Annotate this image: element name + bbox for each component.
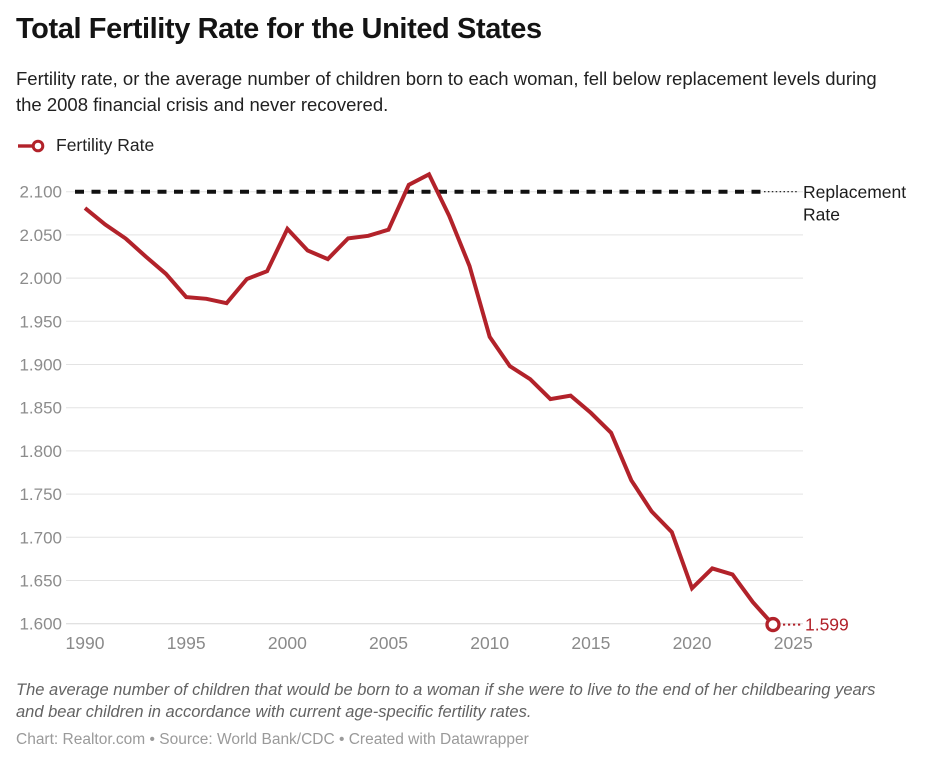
y-axis-tick-label: 1.650 <box>19 571 62 590</box>
x-axis-tick-label: 2000 <box>268 633 307 653</box>
chart-title: Total Fertility Rate for the United Stat… <box>16 13 542 45</box>
y-axis-tick-label: 1.850 <box>19 399 62 418</box>
y-axis-tick-label: 2.050 <box>19 226 62 245</box>
y-axis-tick-label: 1.600 <box>19 615 62 634</box>
end-point-marker <box>765 616 781 633</box>
chart-subtitle: Fertility rate, or the average number of… <box>16 68 877 116</box>
y-axis-tick-label: 1.750 <box>19 485 62 504</box>
y-axis-tick-label: 1.950 <box>19 312 62 331</box>
y-axis-tick-label: 2.000 <box>19 269 62 288</box>
replacement-rate-label: Replacement <box>803 182 906 202</box>
attribution-line: Chart: Realtor.com • Source: World Bank/… <box>16 731 529 748</box>
replacement-rate-label: Rate <box>803 204 840 224</box>
y-axis-tick-label: 1.900 <box>19 355 62 374</box>
x-axis-tick-label: 1995 <box>167 633 206 653</box>
legend: Fertility Rate <box>16 135 154 156</box>
x-axis-tick-label: 2005 <box>369 633 408 653</box>
y-axis-tick-label: 2.100 <box>19 183 62 202</box>
x-axis-tick-label: 1990 <box>66 633 105 653</box>
legend-line-circle-icon <box>18 139 45 152</box>
footnote: The average number of children that woul… <box>16 681 876 721</box>
y-axis-tick-label: 1.800 <box>19 442 62 461</box>
fertility-rate-series-line <box>83 171 775 626</box>
x-axis-tick-label: 2010 <box>470 633 509 653</box>
end-value-label: 1.599 <box>805 615 849 635</box>
y-axis-tick-label: 1.700 <box>19 528 62 547</box>
x-axis-tick-label: 2015 <box>571 633 610 653</box>
x-axis-tick-label: 2020 <box>673 633 712 653</box>
legend-label: Fertility Rate <box>56 135 155 155</box>
x-axis-tick-label: 2025 <box>774 633 813 653</box>
